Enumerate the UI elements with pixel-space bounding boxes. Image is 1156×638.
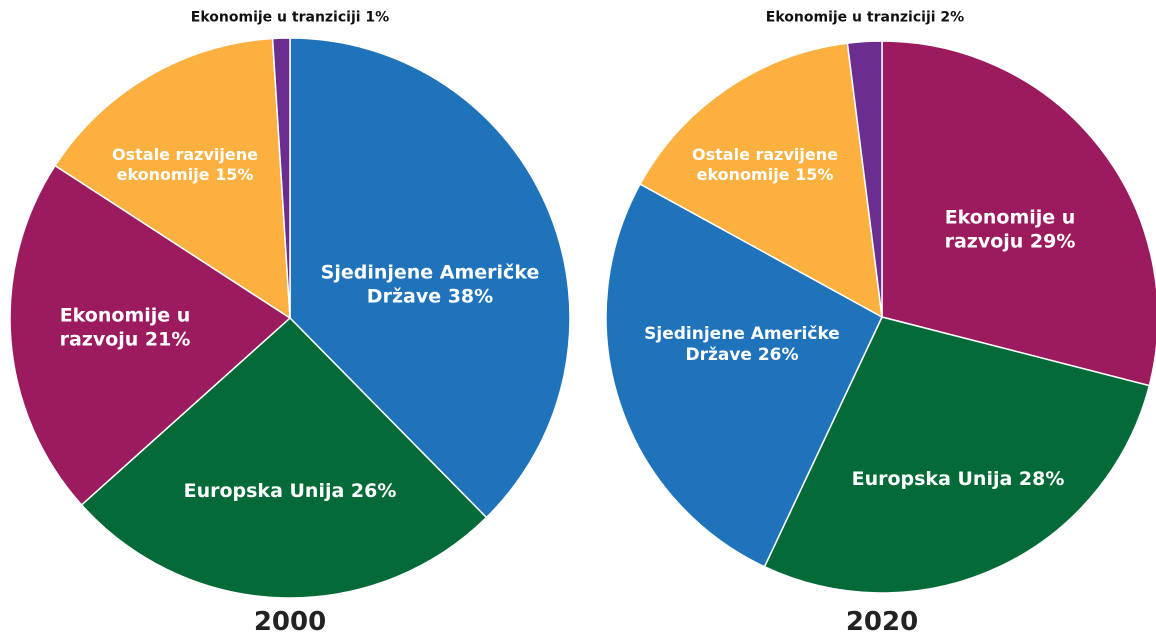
slice-label: Ekonomije u razvoju 21% [59,304,191,350]
chart-title: 2000 [253,607,327,637]
pie-slice [763,316,1151,594]
pie-slice [881,40,1156,387]
slice-label: Ekonomije u razvoju 29% [944,206,1076,252]
slice-label: Ekonomije u tranziciji 2% [765,9,965,26]
pie-slice [639,42,883,319]
slice-label: Europska Unija 28% [851,468,1065,491]
pie-slice [54,37,291,320]
pie-slice [271,37,291,319]
slice-label: Sjedinjene Američke Države 38% [320,261,540,307]
slice-label: Ekonomije u tranziciji 1% [190,9,390,26]
chart-title: 2020 [845,607,919,637]
slice-label: Ostale razvijene ekonomije 15% [692,145,838,184]
pie-slice [289,37,571,519]
slice-label: Sjedinjene Američke Države 26% [644,323,840,365]
pie-slice [846,40,883,318]
pie-slice [9,164,292,506]
slice-label: Europska Unija 26% [183,480,397,503]
slice-label: Ostale razvijene ekonomije 15% [112,145,258,184]
pie-slice [80,316,488,599]
